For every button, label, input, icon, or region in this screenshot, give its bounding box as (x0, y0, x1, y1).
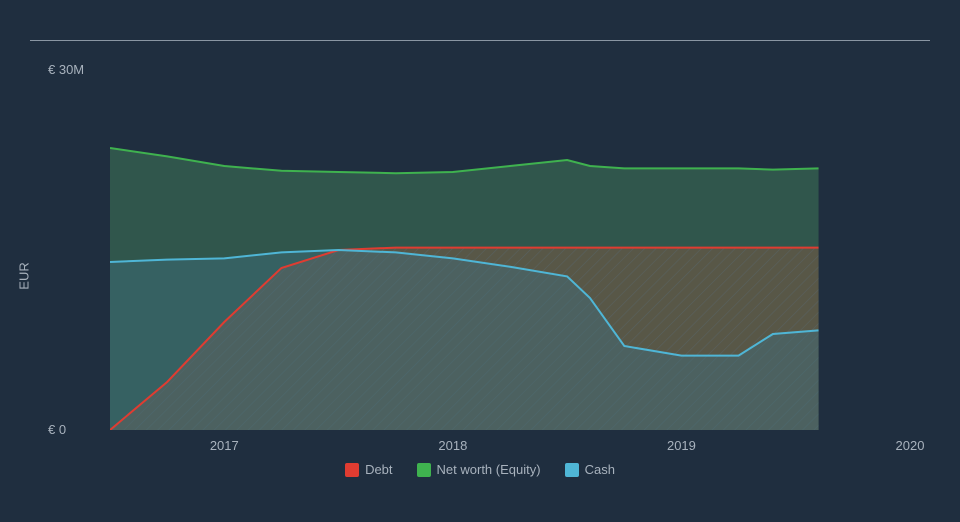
x-tick-label: 2017 (210, 438, 239, 453)
equity-swatch (417, 463, 431, 477)
cash-swatch (565, 463, 579, 477)
legend-label: Cash (585, 462, 615, 477)
x-tick-label: 2020 (896, 438, 925, 453)
y-axis-label: EUR (17, 262, 32, 289)
header-divider (30, 40, 930, 41)
x-tick-label: 2019 (667, 438, 696, 453)
legend-item-equity: Net worth (Equity) (417, 462, 541, 477)
legend-label: Net worth (Equity) (437, 462, 541, 477)
legend: Debt Net worth (Equity) Cash (30, 462, 930, 477)
x-tick-label: 2018 (438, 438, 467, 453)
chart-plot (110, 70, 910, 430)
y-tick-label: € 0 (48, 422, 66, 437)
legend-label: Debt (365, 462, 392, 477)
legend-item-cash: Cash (565, 462, 615, 477)
chart-container: EUR DebtNet worth (Equity)Cash € 30M€ 02… (30, 60, 930, 492)
debt-swatch (345, 463, 359, 477)
y-tick-label: € 30M (48, 62, 84, 77)
legend-item-debt: Debt (345, 462, 392, 477)
